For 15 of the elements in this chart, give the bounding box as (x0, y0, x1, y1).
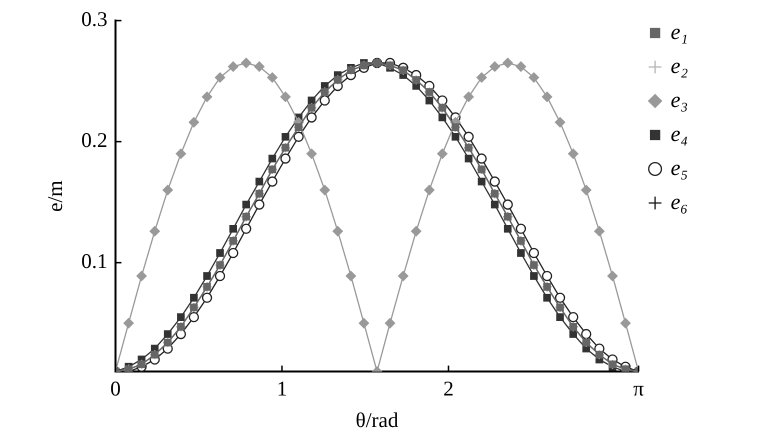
legend-label: e₄ (670, 120, 688, 146)
x-tick-label: 2 (443, 376, 454, 401)
legend-label: e₁ (670, 18, 688, 44)
x-tick-label: 1 (276, 376, 288, 401)
legend-label: e₆ (670, 188, 688, 214)
y-tick-label: 0.2 (81, 128, 108, 152)
y-tick-label: 0.1 (81, 249, 108, 274)
legend-label: e₂ (670, 52, 688, 78)
legend-label: e₅ (670, 154, 688, 180)
y-axis-title: e/m (43, 180, 68, 212)
x-tick-label: 0 (110, 376, 121, 401)
y-tick-label: 0.3 (81, 7, 108, 32)
legend-label: e₃ (670, 86, 688, 112)
x-tick-label: π (633, 376, 644, 401)
x-axis-title: θ/rad (356, 408, 399, 432)
